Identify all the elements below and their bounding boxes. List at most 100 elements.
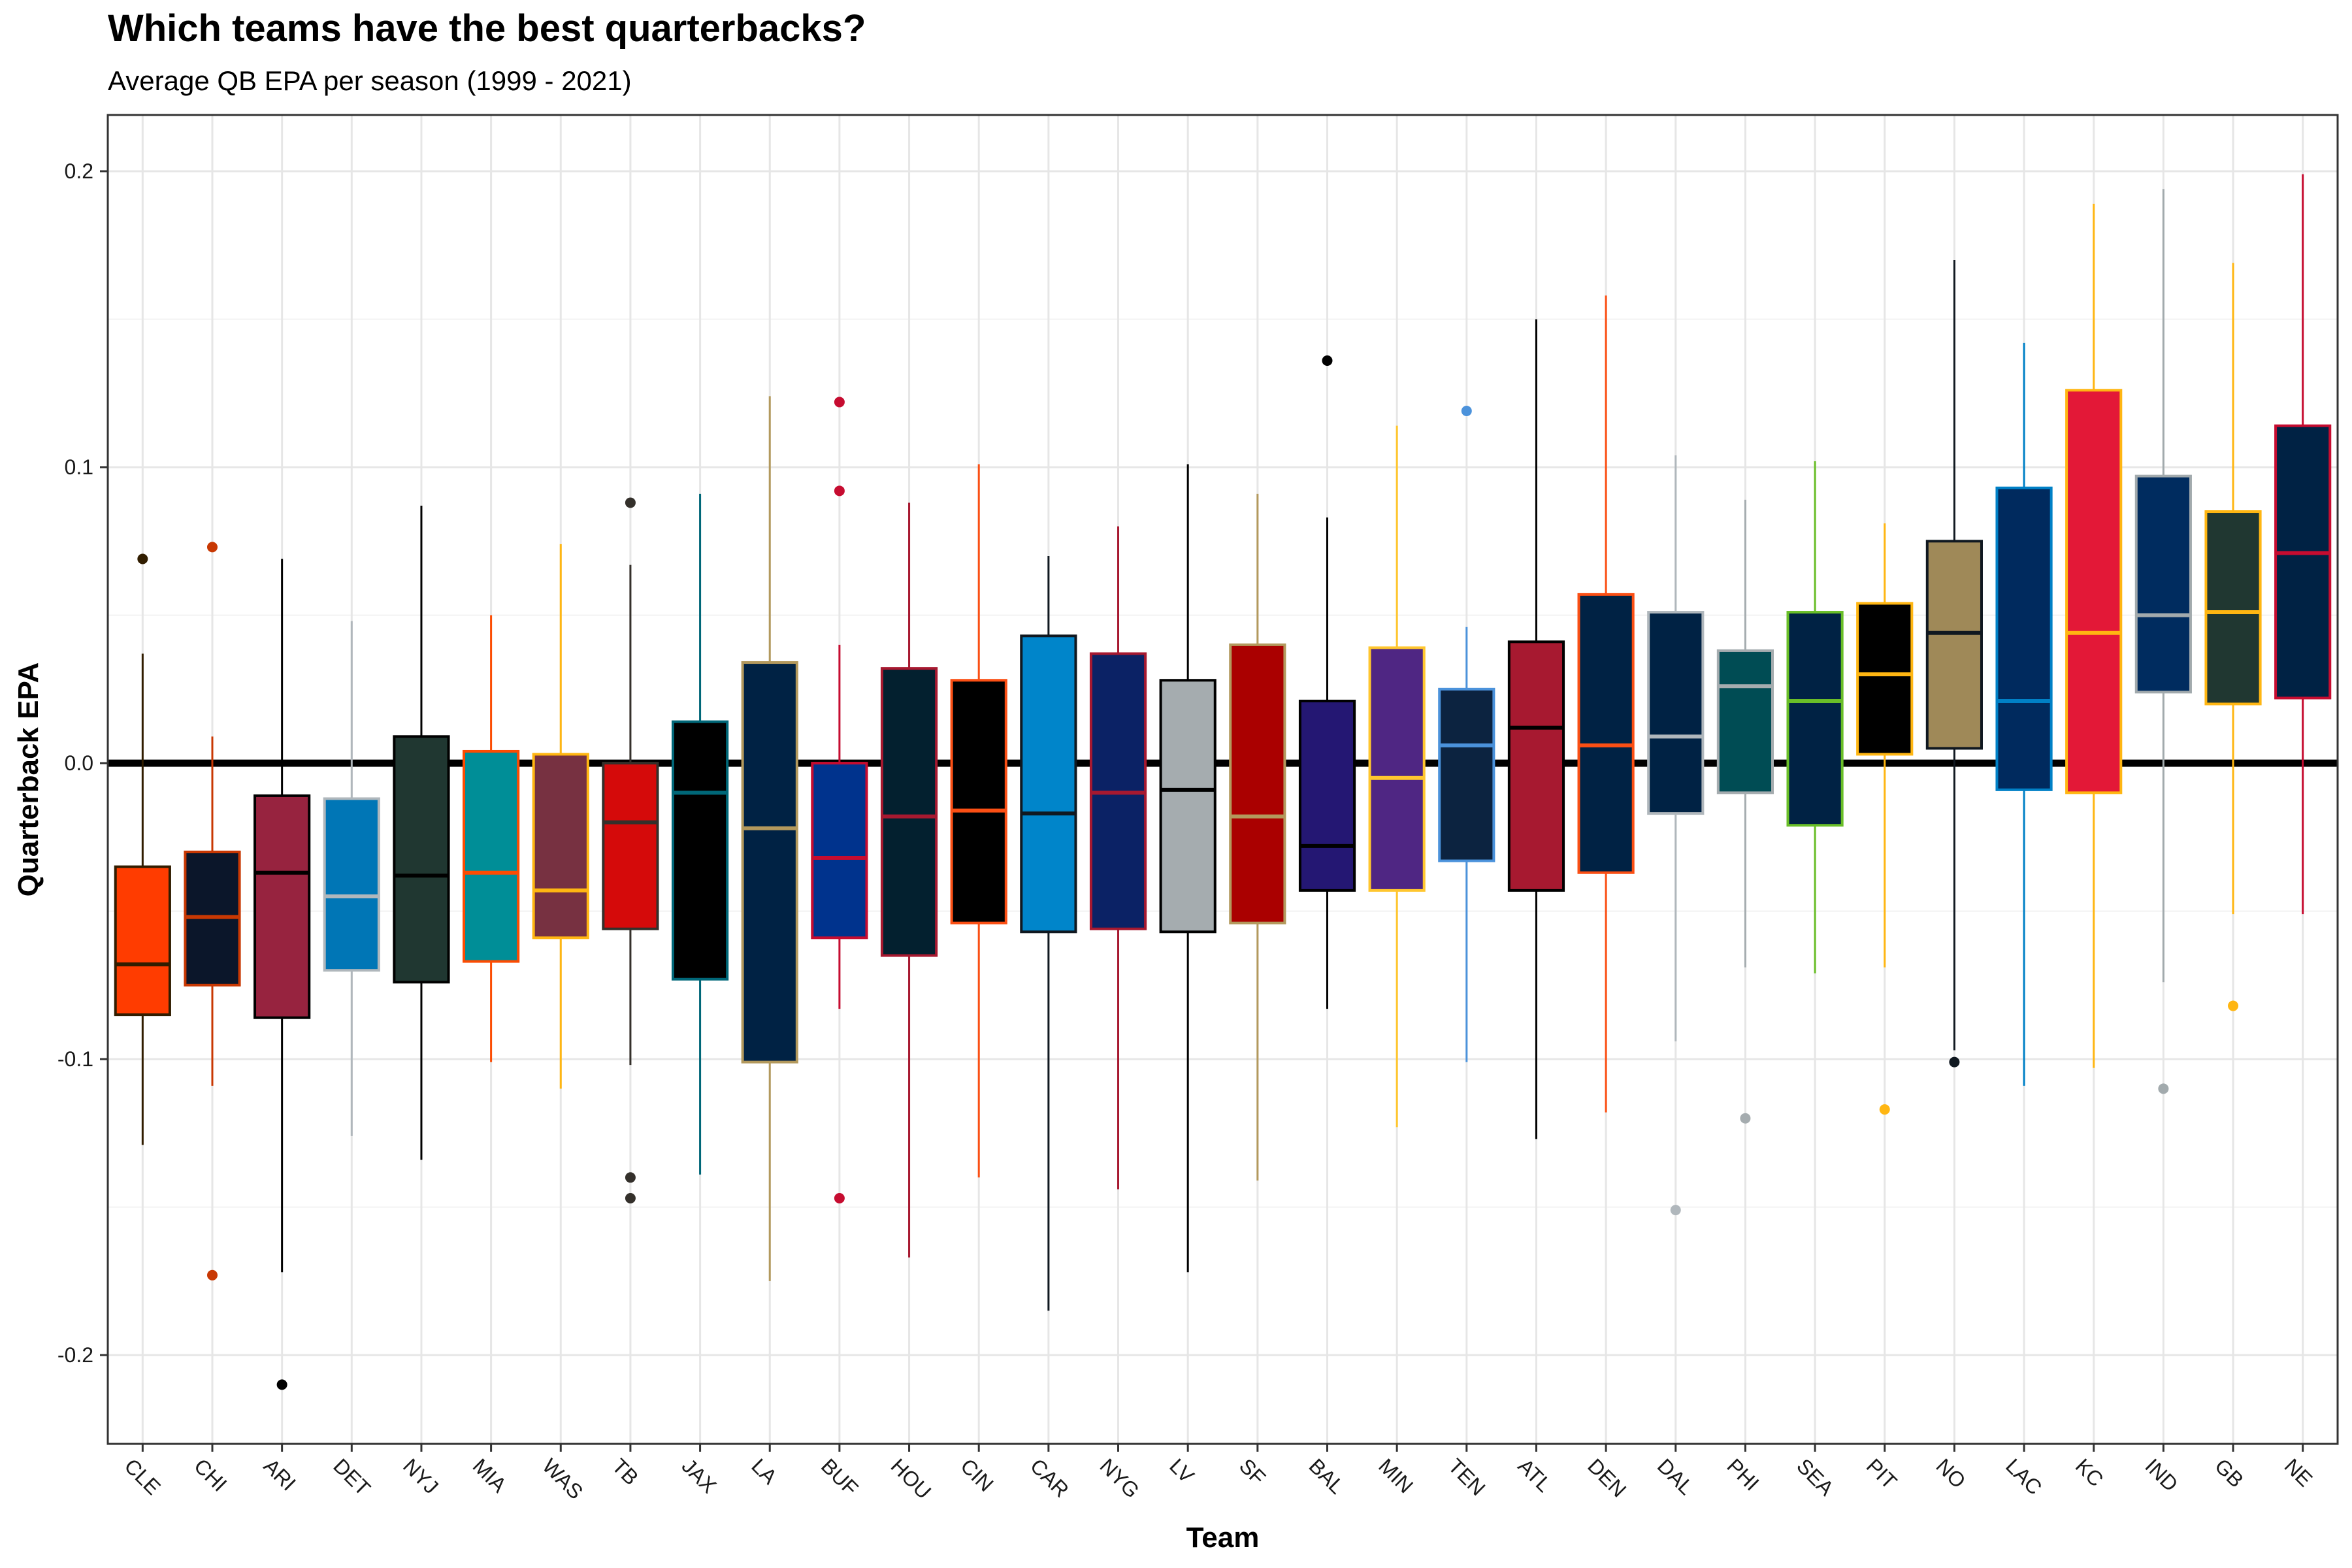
box-was xyxy=(532,544,589,1089)
outlier-point xyxy=(834,397,845,408)
x-tick-label: SF xyxy=(1235,1454,1270,1489)
iqr-box xyxy=(1507,640,1565,892)
x-tick-label: MIN xyxy=(1374,1454,1418,1497)
box-ten xyxy=(1438,406,1495,1062)
y-axis-title: Quarterback EPA xyxy=(12,662,44,897)
x-tick-label: MIA xyxy=(468,1454,512,1497)
iqr-box xyxy=(2274,424,2332,700)
y-tick-label: -0.2 xyxy=(57,1343,93,1367)
box-no xyxy=(1925,259,1983,1068)
outlier-point xyxy=(206,542,218,553)
x-tick-label: NE xyxy=(2280,1454,2317,1491)
outlier-point xyxy=(2228,1000,2239,1011)
iqr-box xyxy=(1020,634,1077,934)
iqr-box xyxy=(1159,679,1217,934)
box-cle xyxy=(114,553,171,1145)
iqr-box xyxy=(532,753,589,939)
y-tick-label: 0.1 xyxy=(65,455,93,479)
outlier-point xyxy=(625,497,636,508)
box-lac xyxy=(1995,342,2053,1086)
box-nyj xyxy=(393,505,450,1160)
outlier-point xyxy=(834,485,845,497)
x-tick-label: TB xyxy=(608,1454,643,1489)
box-den xyxy=(1577,295,1635,1113)
outlier-point xyxy=(2158,1083,2169,1094)
outlier-point xyxy=(1322,355,1333,366)
iqr-box xyxy=(671,720,729,981)
box-sea xyxy=(1786,461,1844,973)
x-tick-label: BAL xyxy=(1305,1454,1349,1498)
x-tick-label: NO xyxy=(1931,1454,1970,1492)
x-tick-label: PHI xyxy=(1722,1454,1763,1495)
x-tick-label: PIT xyxy=(1862,1454,1902,1494)
x-tick-label: NYG xyxy=(1096,1454,1144,1502)
iqr-box xyxy=(463,749,520,963)
iqr-box xyxy=(1368,646,1426,892)
box-ne xyxy=(2274,174,2332,915)
box-series xyxy=(114,174,2332,1390)
outlier-point xyxy=(625,1172,636,1183)
iqr-box xyxy=(950,679,1007,924)
iqr-box xyxy=(1786,611,1844,827)
box-la xyxy=(741,396,798,1281)
iqr-box xyxy=(1577,593,1635,874)
x-tick-label: LV xyxy=(1165,1454,1199,1488)
box-ind xyxy=(2134,189,2192,1094)
outlier-point xyxy=(1879,1104,1890,1115)
iqr-box xyxy=(1925,540,1983,750)
iqr-box xyxy=(1995,486,2053,791)
iqr-box xyxy=(1229,643,1286,924)
x-tick-label: CHI xyxy=(189,1454,231,1495)
iqr-box xyxy=(1438,687,1495,862)
outlier-point xyxy=(625,1193,636,1204)
x-tick-label: IND xyxy=(2140,1454,2182,1495)
outlier-point xyxy=(834,1193,845,1204)
box-hou xyxy=(880,502,938,1258)
iqr-box xyxy=(811,762,868,939)
x-tick-label: CAR xyxy=(1026,1454,1073,1501)
chart-title: Which teams have the best quarterbacks? xyxy=(108,7,866,50)
box-car xyxy=(1020,555,1077,1311)
chart-subtitle: Average QB EPA per season (1999 - 2021) xyxy=(108,65,632,96)
x-tick-label: LAC xyxy=(2001,1454,2046,1499)
x-tick-label: WAS xyxy=(538,1454,587,1503)
box-buf xyxy=(811,397,868,1204)
box-cin xyxy=(950,464,1007,1178)
iqr-box xyxy=(2204,510,2262,706)
box-ari xyxy=(253,559,311,1390)
box-chi xyxy=(184,542,241,1281)
iqr-box xyxy=(253,794,311,1019)
box-sf xyxy=(1229,493,1286,1181)
iqr-box xyxy=(114,865,171,1017)
box-tb xyxy=(602,497,659,1204)
box-min xyxy=(1368,425,1426,1128)
x-tick-label: ATL xyxy=(1514,1454,1556,1496)
box-nyg xyxy=(1089,526,1147,1190)
iqr-box xyxy=(323,797,380,972)
x-tick-label: GB xyxy=(2210,1454,2248,1492)
box-jax xyxy=(671,493,729,1175)
outlier-point xyxy=(137,553,148,564)
iqr-box xyxy=(1298,699,1356,892)
x-tick-label: KC xyxy=(2071,1454,2108,1491)
x-tick-label: DAL xyxy=(1653,1454,1698,1499)
iqr-box xyxy=(602,762,659,930)
box-kc xyxy=(2065,203,2123,1068)
box-det xyxy=(323,621,380,1136)
box-phi xyxy=(1716,499,1774,1124)
x-axis-title: Team xyxy=(1186,1522,1260,1554)
x-tick-label: BUF xyxy=(817,1454,863,1500)
iqr-box xyxy=(1647,611,1705,815)
y-tick-label: 0.0 xyxy=(65,751,93,775)
iqr-box xyxy=(393,735,450,984)
x-tick-label: CIN xyxy=(956,1454,998,1495)
box-mia xyxy=(463,615,520,1062)
x-tick-label: HOU xyxy=(887,1454,936,1503)
iqr-box xyxy=(880,667,938,957)
box-lv xyxy=(1159,464,1217,1273)
iqr-box xyxy=(741,661,798,1064)
outlier-point xyxy=(1740,1113,1751,1124)
iqr-box xyxy=(2065,389,2123,794)
iqr-box xyxy=(1716,649,1774,794)
x-tick-label: TEN xyxy=(1444,1454,1490,1500)
